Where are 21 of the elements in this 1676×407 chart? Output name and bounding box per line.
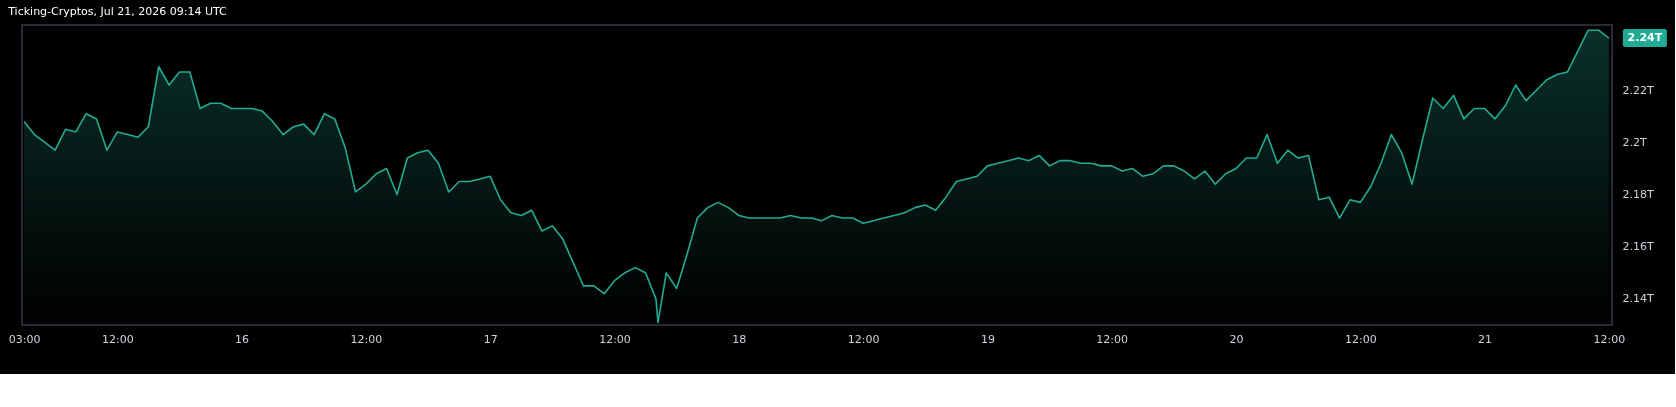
x-tick-label: 12:00 <box>1593 332 1626 346</box>
x-tick-label: 12:00 <box>350 332 383 346</box>
y-tick-label: 2.2T <box>1622 135 1647 149</box>
x-tick-label: 19 <box>980 332 995 346</box>
x-tick-label: 12:00 <box>847 332 880 346</box>
y-tick-label: 2.18T <box>1622 188 1654 202</box>
x-tick-label: 03:00 <box>8 332 41 346</box>
x-tick-label: 12:00 <box>1096 332 1129 346</box>
x-tick-label: 17 <box>483 332 498 346</box>
y-tick-label: 2.16T <box>1622 240 1654 254</box>
x-tick-label: 12:00 <box>599 332 631 346</box>
x-tick-label: 16 <box>235 332 250 346</box>
x-tick-label: 12:00 <box>1344 332 1377 346</box>
x-tick-label: 18 <box>732 332 747 346</box>
x-tick-label: 21 <box>1478 332 1493 346</box>
x-tick-label: 12:00 <box>101 332 134 346</box>
annotation: 2.24T <box>1627 31 1663 45</box>
x-tick-label: 20 <box>1229 332 1244 346</box>
y-tick-label: 2.22T <box>1622 83 1654 97</box>
y-tick-label: 2.14T <box>1622 292 1654 306</box>
chart-title: Ticking-Cryptos, Jul 21, 2026 09:14 UTC <box>7 5 228 18</box>
